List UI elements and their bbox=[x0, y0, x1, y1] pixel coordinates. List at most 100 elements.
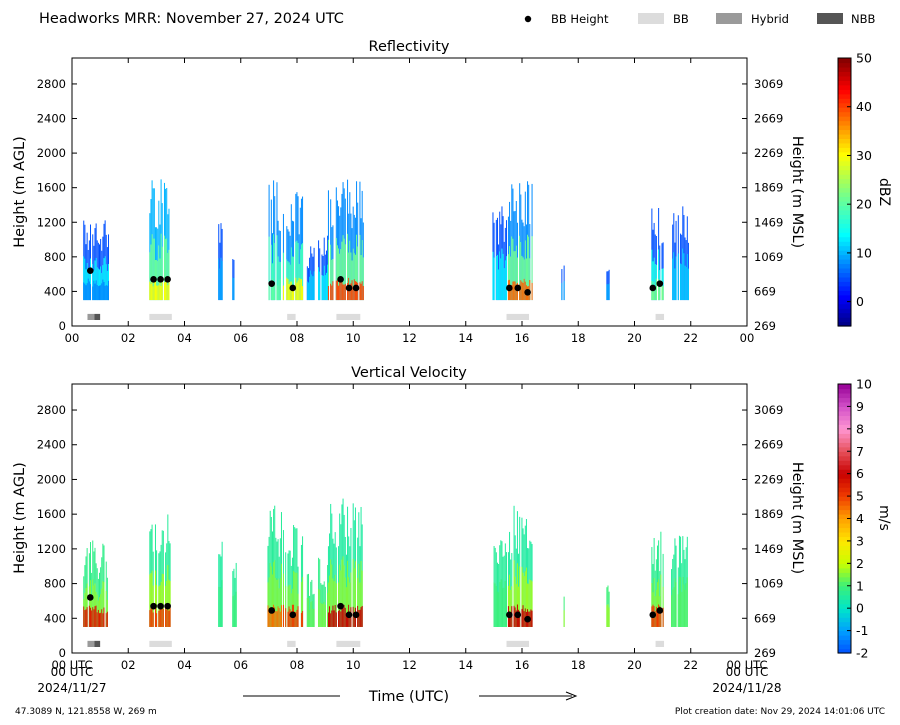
echo-column-core bbox=[684, 265, 686, 301]
echo-column-melting-layer bbox=[163, 282, 165, 301]
echo-column-melting-layer bbox=[523, 611, 525, 627]
echo-column-core bbox=[282, 573, 284, 627]
echo-column-core bbox=[221, 580, 223, 627]
colorbar-tick-label: 0 bbox=[856, 294, 864, 309]
echo-column-melting-layer bbox=[83, 606, 85, 627]
echo-column-melting-layer bbox=[658, 279, 660, 301]
echo-column-melting-layer bbox=[165, 278, 167, 301]
echo-column-melting-layer bbox=[658, 604, 660, 627]
echo-column-melting-layer bbox=[162, 608, 164, 627]
colorbar-segment bbox=[838, 572, 851, 578]
echo-column-core bbox=[342, 556, 344, 627]
echo-column-core bbox=[276, 235, 278, 301]
echo-column-melting-layer bbox=[103, 281, 105, 301]
echo-column-core bbox=[353, 568, 355, 627]
echo-column-core bbox=[307, 282, 309, 301]
echo-column-melting-layer bbox=[168, 610, 170, 627]
colorbar-segment bbox=[838, 62, 851, 68]
colorbar-segment bbox=[838, 581, 851, 587]
colorbar-tick-label: 6 bbox=[856, 466, 864, 481]
echo-column-melting-layer bbox=[100, 285, 102, 301]
echo-column-core bbox=[335, 583, 337, 627]
echo-column-core bbox=[332, 258, 334, 301]
bb-height-point bbox=[337, 276, 344, 283]
bb-height-point bbox=[337, 602, 344, 610]
echo-column-melting-layer bbox=[271, 610, 273, 627]
colorbar-segment bbox=[838, 473, 851, 479]
echo-column-core bbox=[102, 581, 104, 627]
echo-column-core bbox=[163, 235, 165, 301]
echo-column-core bbox=[220, 588, 222, 627]
echo-column-core bbox=[357, 246, 359, 301]
echo-column-core bbox=[92, 263, 94, 301]
echo-column-core bbox=[519, 235, 521, 301]
colorbar-segment bbox=[838, 66, 851, 72]
colorbar-segment bbox=[838, 290, 851, 296]
echo-column-core bbox=[674, 578, 676, 627]
colorbar-tick-label: 3 bbox=[856, 533, 864, 548]
colorbar-segment bbox=[838, 133, 851, 139]
colorbar-segment bbox=[838, 626, 851, 632]
bb-height-point bbox=[268, 280, 275, 287]
colorbar-segment bbox=[838, 621, 851, 627]
echo-column-core bbox=[354, 254, 356, 301]
colorbar-segment bbox=[838, 254, 851, 260]
echo-column-core bbox=[279, 578, 281, 627]
echo-column-core bbox=[325, 272, 327, 301]
colorbar-segment bbox=[838, 58, 851, 64]
y-tick-label: 2000 bbox=[37, 146, 66, 160]
bb-class-segment bbox=[655, 640, 665, 647]
legend-label-hybrid: Hybrid bbox=[751, 12, 789, 26]
echo-column-core bbox=[285, 585, 287, 627]
echo-column-melting-layer bbox=[530, 609, 532, 627]
colorbar-tick-label: 1 bbox=[856, 578, 864, 593]
echo-column-melting-layer bbox=[93, 609, 95, 627]
echo-column-melting-layer bbox=[99, 285, 100, 301]
colorbar-segment bbox=[838, 442, 851, 448]
echo-column-core bbox=[330, 559, 332, 627]
colorbar-segment bbox=[838, 281, 851, 287]
echo-column-core bbox=[312, 609, 314, 627]
y-tick-label: 2000 bbox=[37, 472, 66, 486]
echo-column-melting-layer bbox=[105, 285, 107, 301]
echo-column-core bbox=[322, 275, 324, 301]
echo-column-core bbox=[83, 256, 85, 301]
reflectivity-x-axis: 00 02 04 06 08 10 12 14 16 18 20 22 00 bbox=[65, 58, 754, 345]
echo-column-core bbox=[507, 254, 509, 301]
echo-column-core bbox=[332, 578, 334, 627]
echo-column-melting-layer bbox=[149, 610, 151, 627]
panel-title-velocity: Vertical Velocity bbox=[351, 365, 467, 381]
echo-column-core bbox=[349, 582, 351, 627]
echo-column-melting-layer bbox=[268, 611, 270, 627]
echo-column-core bbox=[672, 589, 674, 627]
echo-column-core bbox=[509, 246, 511, 301]
bb-height-point bbox=[268, 607, 275, 614]
bb-height-point bbox=[352, 611, 360, 619]
colorbar-segment bbox=[838, 267, 851, 273]
colorbar-tick-label: 5 bbox=[856, 489, 864, 504]
echo-column-melting-layer bbox=[333, 610, 335, 627]
echo-column-core bbox=[504, 581, 506, 627]
colorbar-tick-label: 7 bbox=[856, 444, 864, 459]
echo-column-melting-layer bbox=[97, 286, 99, 301]
echo-column-core bbox=[527, 583, 529, 627]
echo-column-core bbox=[235, 591, 237, 627]
colorbar-segment bbox=[838, 174, 851, 180]
bb-class-segment bbox=[506, 640, 530, 647]
echo-column-melting-layer bbox=[519, 611, 521, 627]
echo-column-core bbox=[525, 258, 527, 301]
echo-column-core bbox=[505, 585, 507, 627]
echo-column-core bbox=[287, 586, 289, 627]
echo-column-core bbox=[162, 574, 164, 627]
echo-column-melting-layer bbox=[277, 285, 279, 301]
echo-column-melting-layer bbox=[94, 606, 96, 627]
echo-column-core bbox=[360, 255, 362, 301]
x-tick-label: 08 bbox=[290, 658, 305, 672]
echo-column-core bbox=[307, 597, 309, 627]
echo-column-melting-layer bbox=[295, 611, 297, 627]
echo-column-melting-layer bbox=[95, 280, 97, 301]
echo-column-melting-layer bbox=[327, 286, 329, 301]
echo-column-melting-layer bbox=[153, 279, 155, 301]
echo-column-melting-layer bbox=[93, 280, 95, 301]
echo-column-melting-layer bbox=[288, 284, 290, 301]
